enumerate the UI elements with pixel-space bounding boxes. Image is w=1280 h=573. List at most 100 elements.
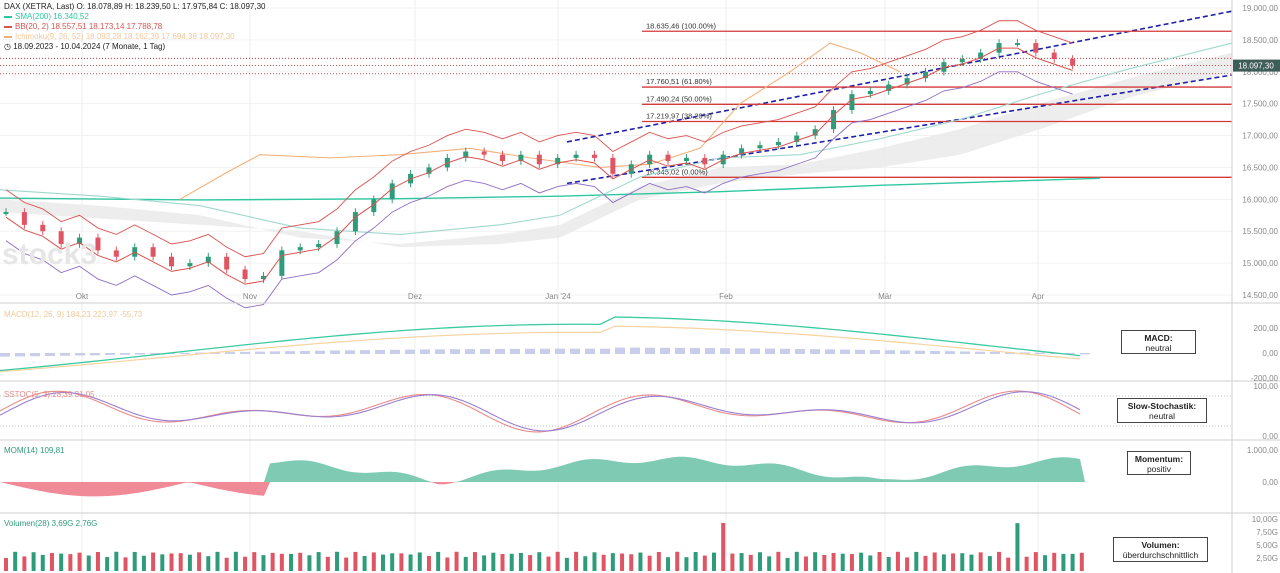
macd-status-box: MACD: neutral [1121, 330, 1196, 354]
ichimoku-cloud [0, 52, 1232, 248]
mom-axis-label: 1.000,00 [1247, 446, 1279, 455]
macd-histogram-bar [750, 348, 760, 354]
candle-body [757, 145, 763, 149]
price-tick-label: 18.000,00 [1242, 68, 1278, 77]
volume-bar [114, 551, 119, 571]
momentum-positive-area [0, 456, 1085, 482]
volume-bar [141, 555, 146, 571]
price-tick-label: 15.500,00 [1242, 227, 1278, 236]
volume-bar [739, 553, 744, 571]
macd-histogram-bar [1080, 353, 1090, 355]
price-tick-label: 16.000,00 [1242, 195, 1278, 204]
volume-bar [702, 555, 707, 571]
volume-bar [49, 553, 54, 571]
last-price-tag [1233, 59, 1280, 72]
month-label: Mär [878, 292, 892, 301]
volume-bar [40, 554, 45, 571]
macd-histogram-bar [120, 353, 130, 355]
volume-bar [877, 552, 882, 571]
volume-bar [270, 552, 275, 571]
month-label: Okt [76, 292, 89, 301]
volume-bar [822, 554, 827, 571]
fib-level-label: 16.345,02 (0.00%) [646, 167, 708, 176]
macd-histogram-bar [840, 349, 850, 354]
stoch-status-box: Slow-Stochastik: neutral [1117, 398, 1207, 423]
stoch-d-line [0, 391, 1081, 432]
fib-level-label: 17.760,51 (61.80%) [646, 77, 712, 86]
volume-bar [785, 557, 790, 571]
price-tick-label: 19.000,00 [1242, 4, 1278, 13]
macd-histogram-bar [180, 352, 190, 354]
macd-histogram-bar [150, 353, 160, 355]
price-tick-label: 14.500,00 [1242, 291, 1278, 300]
volume-bar [160, 554, 165, 571]
macd-histogram-bar [240, 351, 250, 354]
volume-bar [638, 552, 643, 571]
volume-bar [169, 553, 174, 571]
candle-body [481, 151, 487, 155]
month-label: Nov [243, 292, 257, 301]
macd-histogram-bar [525, 348, 535, 354]
macd-line [0, 316, 1081, 372]
volume-bar [95, 552, 100, 571]
candle-body [77, 237, 83, 244]
volume-bar [592, 552, 597, 571]
candle-body [224, 256, 230, 270]
volume-bar [684, 557, 689, 571]
macd-histogram-bar [480, 348, 490, 354]
volume-bar [243, 556, 248, 571]
macd-histogram-bar [90, 353, 100, 356]
volume-bar [868, 555, 873, 571]
volume-bar [601, 554, 606, 571]
volume-bar [1015, 523, 1020, 571]
macd-histogram-bar [345, 350, 355, 354]
candle-body [978, 52, 984, 60]
volume-bar [748, 554, 753, 571]
macd-histogram-bar [360, 350, 370, 354]
bb-lower-line [5, 71, 1073, 309]
candle-body [1051, 52, 1057, 60]
volume-bar [895, 551, 900, 571]
candle-body [242, 269, 248, 280]
volume-bar [629, 554, 634, 571]
volume-bar [500, 554, 505, 571]
volume-bar [960, 553, 965, 571]
candle-body [1033, 43, 1039, 53]
candle-body [389, 183, 395, 200]
macd-histogram-bar [810, 349, 820, 354]
candle-body [169, 256, 175, 267]
volume-bar [951, 553, 956, 571]
candle-body [794, 135, 800, 142]
macd-histogram-bar [780, 348, 790, 354]
volume-bar [813, 552, 818, 571]
price-tick-label: 17.500,00 [1242, 100, 1278, 109]
macd-histogram-bar [870, 350, 880, 354]
candle-body [334, 231, 340, 244]
volume-bar [399, 553, 404, 571]
volume-bar [463, 556, 468, 571]
price-tick-label: 15.000,00 [1242, 259, 1278, 268]
candle-body [555, 157, 561, 165]
volume-bar [13, 551, 18, 571]
volume-bar [610, 553, 615, 571]
grid [0, 0, 1232, 573]
volume-bar [86, 555, 91, 571]
volume-bar [518, 552, 523, 571]
macd-axis-label: 0,00 [1262, 349, 1278, 358]
candle-body [775, 141, 781, 146]
candle-body [205, 256, 211, 264]
macd-histogram-bar [375, 349, 385, 354]
candle-body [21, 212, 27, 225]
legend-bb: BB(20, 2) 18.557,51 18.173,14 17.788,78 [4, 22, 266, 32]
macd-histogram-bar [615, 347, 625, 354]
macd-histogram-bar [675, 347, 685, 354]
volume-axis-label: 5,00G [1256, 541, 1278, 550]
volume-bar [132, 551, 137, 571]
volume-bar [408, 554, 413, 571]
macd-axis-label: -200,00 [1251, 374, 1279, 383]
volume-bar [371, 552, 376, 571]
channel-lower [566, 74, 1233, 185]
candle-body [573, 154, 579, 158]
